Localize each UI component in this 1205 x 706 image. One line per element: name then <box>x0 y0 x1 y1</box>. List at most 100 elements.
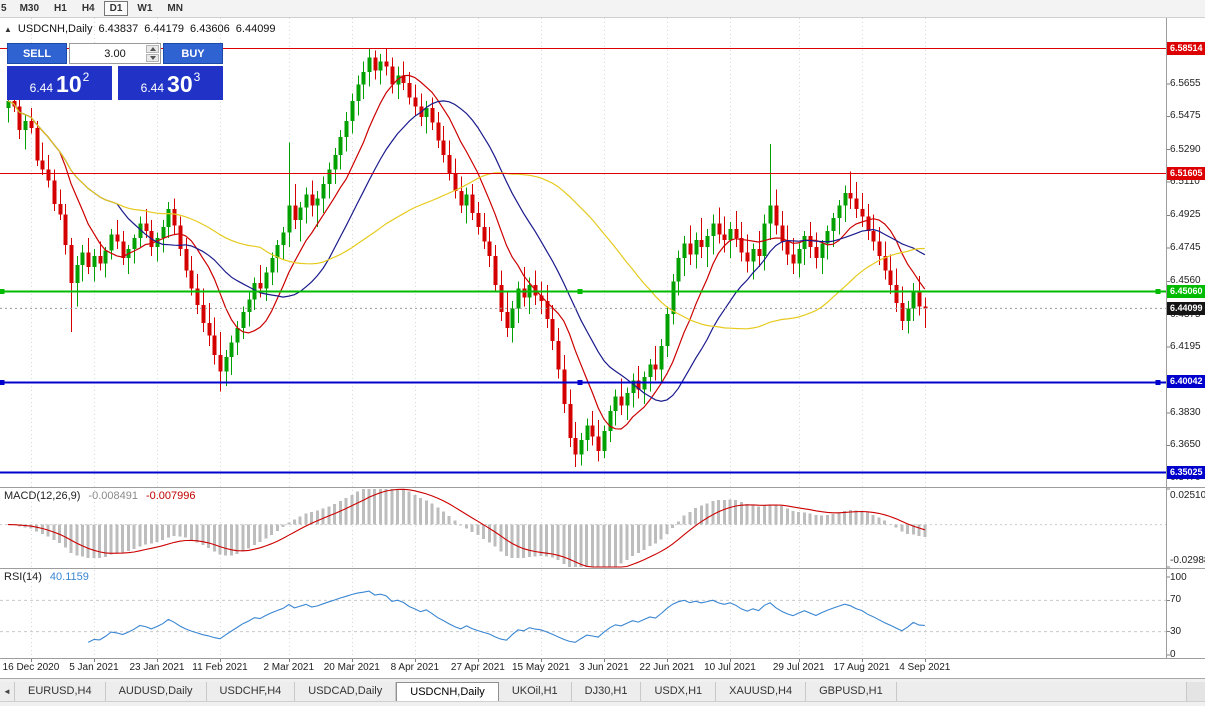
timeframe-button-H1[interactable]: H1 <box>54 3 67 14</box>
chart-tab-USDX-H1[interactable]: USDX,H1 <box>641 682 717 701</box>
price-axis-tick: 6.4195 <box>1170 341 1201 353</box>
sell-button[interactable]: SELL <box>7 43 67 64</box>
macd-axis-max: 0.025108 <box>1170 490 1205 501</box>
timeframe-button-H4[interactable]: H4 <box>81 3 95 14</box>
ma-20-line <box>7 100 926 402</box>
hline-6.45060[interactable] <box>0 289 1166 294</box>
date-axis-label: 22 Jun 2021 <box>639 662 695 673</box>
hline-6.40042[interactable] <box>0 380 1166 385</box>
moving-average-lines <box>7 74 926 430</box>
price-axis-tick: 6.4925 <box>1170 209 1201 221</box>
chart-window: 6.5655 6.5475 6.5290 6.5110 6.4925 6.4745 6.45… <box>0 18 1205 678</box>
price-axis-tick: 6.5655 <box>1170 77 1201 89</box>
price-axis-tick: 6.3830 <box>1170 406 1201 418</box>
price-level-badge: 6.35025 <box>1167 465 1205 479</box>
sell-price-point: 2 <box>82 70 90 84</box>
chart-tab-DJ30-H1[interactable]: DJ30,H1 <box>572 682 642 701</box>
chart-tab-USDCAD-Daily[interactable]: USDCAD,Daily <box>295 682 397 701</box>
chart-canvas[interactable] <box>0 18 1205 678</box>
rsi-axis-level: 30 <box>1170 625 1182 637</box>
sell-price-pips: 10 <box>56 71 82 97</box>
chart-tab-USDCNH-Daily[interactable]: USDCNH,Daily <box>396 682 499 701</box>
chart-tab-USDCHF-H4[interactable]: USDCHF,H4 <box>207 682 296 701</box>
chart-ohlc-header: ▲ USDCNH,Daily 6.43837 6.44179 6.43606 6… <box>4 23 276 35</box>
volume-decrease-button[interactable] <box>146 54 159 62</box>
rsi-axis-level: 100 <box>1170 572 1187 583</box>
date-axis-label: 5 Jan 2021 <box>69 662 119 673</box>
price-axis-tick: 6.3650 <box>1170 439 1201 451</box>
macd-name: MACD(12,26,9) <box>4 490 81 502</box>
buy-price-pips: 30 <box>167 71 193 97</box>
volume-value[interactable]: 3.00 <box>104 47 126 60</box>
chart-tab-UKOil-H1[interactable]: UKOil,H1 <box>499 682 572 701</box>
macd-signal-line <box>7 488 925 568</box>
chart-tab-XAUUSD-H4[interactable]: XAUUSD,H4 <box>716 682 807 701</box>
panel-separator-main-macd[interactable] <box>0 487 1205 488</box>
buy-button[interactable]: BUY <box>163 43 223 64</box>
current-price-badge: 6.44099 <box>1167 301 1205 315</box>
chart-tab-EURUSD-H4[interactable]: EURUSD,H4 <box>15 682 106 701</box>
sell-price-display[interactable]: 6.44 10 2 <box>7 66 112 100</box>
tab-scroll-left-icon[interactable]: ◄ <box>0 682 15 701</box>
chart-tab-AUDUSD-Daily[interactable]: AUDUSD,Daily <box>106 682 207 701</box>
chart-tab-GBPUSD-H1[interactable]: GBPUSD,H1 <box>806 682 897 701</box>
timeframe-button-MN[interactable]: MN <box>167 3 183 14</box>
one-click-collapse-icon[interactable]: ▲ <box>4 24 12 34</box>
date-axis-label: 27 Apr 2021 <box>450 662 505 673</box>
chart-symbol-period: USDCNH,Daily <box>17 23 93 35</box>
timeframe-toolbar: 5 M30 H1 H4 D1 W1 MN <box>0 0 1205 18</box>
timeframe-button-5[interactable]: 5 <box>1 3 7 14</box>
price-level-badge: 6.58514 <box>1167 41 1205 55</box>
ma-10-line <box>7 74 926 430</box>
price-axis-separator <box>1166 18 1167 658</box>
price-level-badge: 6.40042 <box>1167 375 1205 389</box>
timeframe-button-M30[interactable]: M30 <box>19 3 40 14</box>
macd-signal-value: -0.007996 <box>145 490 196 502</box>
buy-price-point: 3 <box>193 70 201 84</box>
date-axis-separator <box>0 658 1205 659</box>
macd-main-value: -0.008491 <box>88 490 138 502</box>
rsi-indicator-label: RSI(14) 40.1159 <box>4 571 89 583</box>
rsi-axis-level: 0 <box>1170 649 1176 660</box>
price-level-badge: 6.51605 <box>1167 166 1205 180</box>
chart-tabbar-separator <box>0 678 1205 682</box>
date-axis-label: 20 Mar 2021 <box>323 662 380 673</box>
axis-tick-marks <box>31 83 1170 662</box>
candlestick-series <box>6 48 928 468</box>
ohlc-low: 6.43606 <box>190 23 230 35</box>
one-click-trading-panel: SELL 3.00 BUY 6.44 10 2 6.44 <box>7 43 223 100</box>
ohlc-high: 6.44179 <box>144 23 185 35</box>
macd-axis-min: -0.029880 <box>1170 555 1205 566</box>
buy-price-base: 6.44 <box>140 81 165 95</box>
volume-increase-button[interactable] <box>146 45 159 53</box>
ma-45-line <box>7 100 925 330</box>
timeframe-button-D1[interactable]: D1 <box>103 1 129 16</box>
spinner-up-icon <box>149 47 156 51</box>
rsi-value: 40.1159 <box>49 571 89 583</box>
date-axis-label: 2 Mar 2021 <box>263 662 315 673</box>
buy-price-display[interactable]: 6.44 30 3 <box>118 66 223 100</box>
tab-bar-end-box <box>1186 682 1205 701</box>
date-axis-label: 23 Jan 2021 <box>129 662 185 673</box>
spinner-down-icon <box>149 56 156 60</box>
volume-spinner <box>146 45 159 62</box>
rsi-axis-level: 70 <box>1170 594 1182 606</box>
price-axis-tick: 6.4745 <box>1170 241 1201 253</box>
price-axis-tick: 6.5475 <box>1170 110 1201 122</box>
ohlc-open: 6.43837 <box>98 23 139 35</box>
date-axis-label: 8 Apr 2021 <box>390 662 440 673</box>
rsi-line <box>87 590 925 643</box>
price-axis-tick: 6.5290 <box>1170 143 1201 155</box>
panel-separator-macd-rsi[interactable] <box>0 568 1205 569</box>
date-axis-label: 3 Jun 2021 <box>579 662 629 673</box>
date-axis-label: 15 May 2021 <box>511 662 570 673</box>
timeframe-button-W1[interactable]: W1 <box>137 3 153 14</box>
volume-field[interactable]: 3.00 <box>69 43 161 64</box>
macd-histogram <box>6 489 927 567</box>
rsi-name: RSI(14) <box>4 571 42 583</box>
date-axis-label: 29 Jul 2021 <box>772 662 825 673</box>
horizontal-level-lines <box>0 48 1166 474</box>
price-axis-tick: 6.5110 <box>1170 176 1200 188</box>
date-axis-label: 4 Sep 2021 <box>899 662 951 673</box>
